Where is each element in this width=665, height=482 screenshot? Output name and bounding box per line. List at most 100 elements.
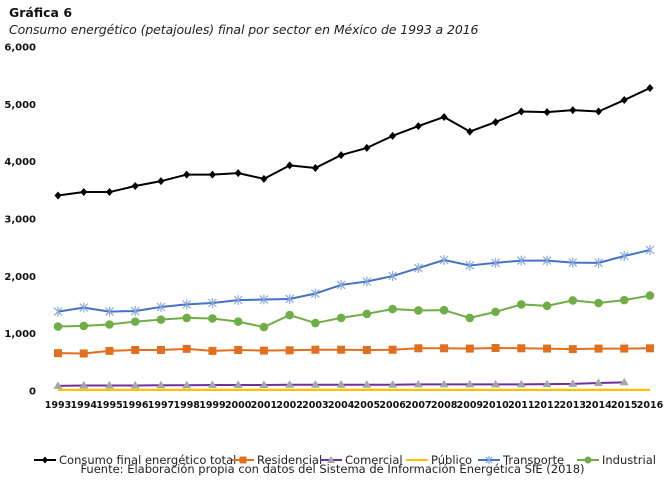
legend-swatch-icon xyxy=(577,456,599,464)
series-residencial xyxy=(54,344,654,358)
x-tick-label: 2006 xyxy=(379,400,406,411)
data-point xyxy=(362,380,372,388)
data-point xyxy=(620,344,629,353)
data-point xyxy=(413,263,423,274)
data-point xyxy=(105,320,114,329)
data-point xyxy=(208,346,217,355)
data-point xyxy=(568,257,578,268)
data-point xyxy=(414,122,422,131)
data-point xyxy=(79,302,89,313)
data-point xyxy=(53,306,63,317)
x-tick-label: 2013 xyxy=(560,400,586,411)
data-point xyxy=(208,314,217,323)
data-point xyxy=(311,163,319,172)
x-tick-label: 2005 xyxy=(354,400,380,411)
data-point xyxy=(465,379,475,388)
data-point xyxy=(233,295,243,306)
data-point xyxy=(465,344,474,353)
data-point xyxy=(414,344,423,353)
data-point xyxy=(285,310,294,320)
x-tick-label: 1997 xyxy=(148,400,174,411)
data-point xyxy=(79,381,89,389)
data-point xyxy=(105,188,113,197)
legend-swatch-icon xyxy=(406,459,428,461)
data-point xyxy=(207,380,217,388)
data-point xyxy=(156,380,166,389)
data-point xyxy=(414,306,423,315)
x-tick-label: 2000 xyxy=(225,400,252,411)
y-tick-label: 1,000 xyxy=(4,329,36,340)
data-point xyxy=(517,107,525,116)
x-tick-label: 2007 xyxy=(405,400,431,411)
data-point xyxy=(234,169,242,178)
data-point xyxy=(388,304,397,314)
legend-label: Industrial xyxy=(602,453,656,467)
data-point xyxy=(54,349,62,358)
data-point xyxy=(491,379,501,388)
data-point xyxy=(79,349,88,358)
data-point xyxy=(233,380,243,388)
legend-swatch-icon xyxy=(232,456,254,464)
x-tick-label: 2016 xyxy=(637,400,664,411)
data-point xyxy=(619,250,629,261)
y-tick-label: 5,000 xyxy=(4,100,36,111)
data-point xyxy=(337,151,345,160)
data-point xyxy=(182,299,192,310)
data-point xyxy=(156,315,166,324)
x-tick-label: 1995 xyxy=(96,400,122,411)
x-tick-label: 2015 xyxy=(611,400,637,411)
data-point xyxy=(182,313,191,323)
legend-swatch-icon xyxy=(320,456,342,463)
data-point xyxy=(182,344,191,353)
data-point xyxy=(310,288,320,299)
data-point xyxy=(594,298,603,308)
data-point xyxy=(568,379,578,387)
data-point xyxy=(491,307,500,317)
legend-item: Transporte xyxy=(478,453,564,467)
data-point xyxy=(130,317,140,326)
data-point xyxy=(440,344,449,353)
data-point xyxy=(363,143,371,152)
legend: Consumo final energético total Residencia… xyxy=(0,453,665,469)
data-point xyxy=(336,313,346,323)
data-point xyxy=(646,83,654,92)
data-point xyxy=(440,112,448,121)
x-axis: 1993 1994 1995 1996 1997 1998 1999 2000 2001 2002… xyxy=(45,400,664,411)
source-note: Fuente: Elaboración propia con datos del… xyxy=(80,462,585,476)
x-tick-label: 2009 xyxy=(457,400,483,411)
data-point xyxy=(388,271,398,282)
series-line xyxy=(57,248,651,313)
data-point xyxy=(439,305,449,315)
legend-item: Residencial xyxy=(232,453,322,467)
series-comercial xyxy=(53,377,629,389)
data-point xyxy=(156,302,166,313)
series-consumo-final-energetico-total xyxy=(54,83,654,200)
data-point xyxy=(131,346,140,355)
x-tick-label: 2010 xyxy=(482,400,509,411)
data-point xyxy=(54,191,62,200)
data-point xyxy=(517,300,526,309)
legend-label: Comercial xyxy=(345,453,403,467)
data-point xyxy=(311,318,320,328)
x-tick-label: 2014 xyxy=(585,400,612,411)
x-tick-label: 2011 xyxy=(508,400,534,411)
data-point xyxy=(311,345,320,354)
data-point xyxy=(130,306,140,317)
series-industrial xyxy=(53,291,655,332)
data-point xyxy=(310,380,320,388)
x-tick-label: 1999 xyxy=(199,400,225,411)
data-point xyxy=(543,344,552,353)
x-tick-label: 2012 xyxy=(534,400,560,411)
data-point xyxy=(259,380,269,388)
x-tick-label: 1993 xyxy=(45,400,71,411)
x-tick-label: 1994 xyxy=(71,400,98,411)
data-point xyxy=(80,188,88,197)
y-tick-label: 6,000 xyxy=(4,43,36,54)
data-point xyxy=(362,309,372,319)
series-line xyxy=(57,347,651,355)
data-point xyxy=(79,321,89,331)
data-point xyxy=(234,346,243,355)
data-point xyxy=(569,106,577,115)
y-tick-label: 2,000 xyxy=(4,272,36,283)
y-tick-label: 0 xyxy=(29,387,36,398)
